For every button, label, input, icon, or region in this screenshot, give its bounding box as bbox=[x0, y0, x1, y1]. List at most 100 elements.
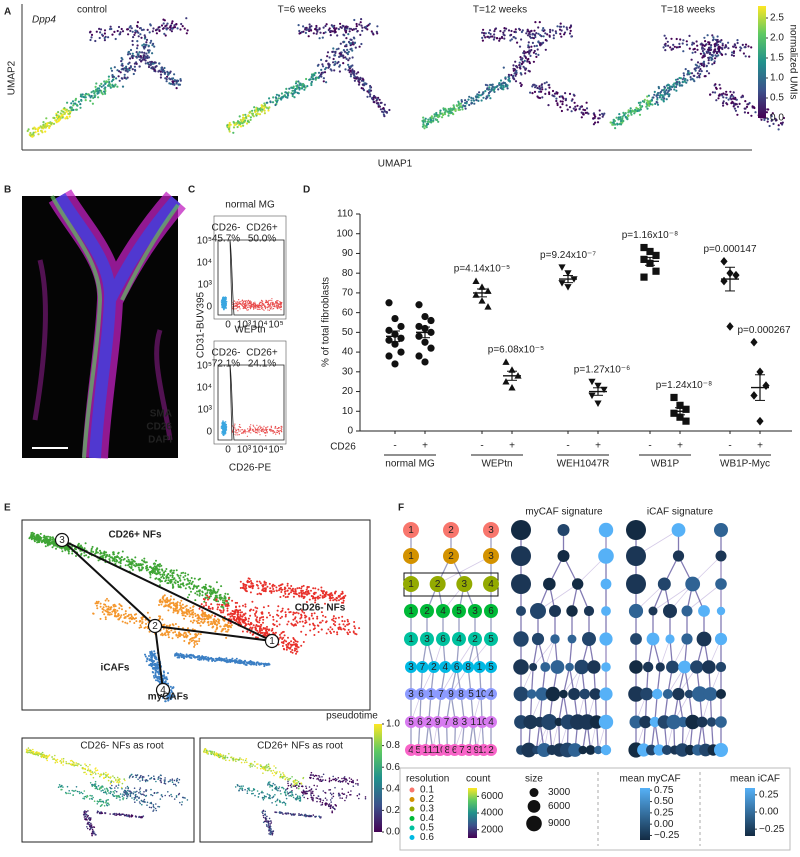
cell-dot bbox=[250, 622, 252, 624]
cell-dot bbox=[317, 625, 319, 627]
cell-dot bbox=[103, 91, 105, 93]
cell-dot bbox=[567, 109, 569, 111]
cell-dot bbox=[313, 628, 315, 630]
cell-dot bbox=[194, 578, 196, 580]
cell-dot bbox=[145, 44, 147, 46]
cell-dot bbox=[277, 610, 279, 612]
cell-dot bbox=[351, 69, 353, 71]
cell-dot bbox=[674, 86, 676, 88]
cell-dot bbox=[303, 86, 305, 88]
event-dot bbox=[240, 431, 241, 432]
cell-dot bbox=[539, 21, 541, 23]
cell-dot bbox=[276, 620, 278, 622]
cell-dot bbox=[40, 125, 42, 127]
cell-dot bbox=[112, 79, 114, 81]
cell-dot bbox=[334, 51, 336, 53]
cell-dot bbox=[706, 65, 708, 67]
cell-dot bbox=[444, 111, 446, 113]
cell-dot bbox=[322, 37, 324, 39]
cell-dot bbox=[616, 117, 618, 119]
cell-dot bbox=[560, 26, 562, 28]
event-dot bbox=[224, 299, 226, 301]
cell-dot bbox=[172, 576, 174, 578]
cell-dot bbox=[594, 122, 596, 124]
cell-dot bbox=[529, 70, 531, 72]
cell-dot bbox=[282, 637, 284, 639]
cell-dot bbox=[184, 579, 186, 581]
cell-dot bbox=[164, 77, 166, 79]
cell-dot bbox=[317, 65, 319, 67]
cell-dot bbox=[71, 107, 73, 109]
cell-dot bbox=[132, 31, 134, 33]
cell-dot bbox=[599, 117, 601, 119]
cell-dot bbox=[166, 582, 168, 584]
cell-dot bbox=[233, 126, 235, 128]
cell-dot bbox=[288, 611, 290, 613]
cell-dot bbox=[227, 593, 229, 595]
cell-dot bbox=[627, 111, 629, 113]
cell-dot bbox=[430, 119, 432, 121]
cell-dot bbox=[747, 45, 749, 47]
cell-dot bbox=[531, 33, 533, 35]
cell-dot bbox=[481, 32, 483, 34]
cell-dot bbox=[334, 598, 336, 600]
cell-dot bbox=[625, 116, 627, 118]
cell-dot bbox=[301, 586, 303, 588]
cell-dot bbox=[199, 608, 201, 610]
cell-dot bbox=[172, 583, 174, 585]
cell-dot bbox=[298, 24, 300, 26]
cell-dot bbox=[272, 586, 274, 588]
cell-dot bbox=[263, 627, 265, 629]
cell-dot bbox=[508, 75, 510, 77]
cell-dot bbox=[781, 123, 783, 125]
cell-dot bbox=[335, 27, 337, 29]
cell-dot bbox=[177, 581, 179, 583]
cell-dot bbox=[290, 585, 292, 587]
event-dot bbox=[262, 307, 263, 308]
cell-dot bbox=[433, 113, 435, 115]
cell-dot bbox=[427, 123, 429, 125]
cell-dot bbox=[496, 37, 498, 39]
cell-dot bbox=[152, 27, 154, 29]
event-dot bbox=[244, 304, 245, 305]
event-dot bbox=[281, 426, 282, 427]
cell-dot bbox=[120, 559, 122, 561]
cell-dot bbox=[316, 618, 318, 620]
cell-dot bbox=[127, 53, 129, 55]
cell-dot bbox=[167, 74, 169, 76]
cell-dot bbox=[302, 83, 304, 85]
cell-dot bbox=[488, 86, 490, 88]
cell-dot bbox=[439, 110, 441, 112]
cell-dot bbox=[445, 109, 447, 111]
cell-dot bbox=[345, 44, 347, 46]
cell-dot bbox=[560, 100, 562, 102]
cell-dot bbox=[268, 97, 270, 99]
cell-dot bbox=[130, 65, 132, 67]
cell-dot bbox=[148, 66, 150, 68]
cell-dot bbox=[712, 91, 714, 93]
cell-dot bbox=[353, 19, 355, 21]
cell-dot bbox=[94, 90, 96, 92]
cell-dot bbox=[355, 47, 357, 49]
cell-dot bbox=[243, 586, 245, 588]
cell-dot bbox=[185, 17, 187, 19]
cell-dot bbox=[489, 29, 491, 31]
cell-dot bbox=[316, 29, 318, 31]
y-tick-label: 10³ bbox=[198, 280, 213, 291]
cell-dot bbox=[320, 73, 322, 75]
cell-dot bbox=[326, 620, 328, 622]
cell-dot bbox=[148, 51, 150, 53]
cell-dot bbox=[338, 28, 340, 30]
cell-dot bbox=[342, 55, 344, 57]
cell-dot bbox=[574, 109, 576, 111]
cell-dot bbox=[43, 535, 45, 537]
cell-dot bbox=[661, 98, 663, 100]
cell-dot bbox=[319, 37, 321, 39]
cell-dot bbox=[201, 603, 203, 605]
cell-dot bbox=[541, 29, 543, 31]
event-dot bbox=[259, 429, 260, 430]
cell-dot bbox=[256, 630, 258, 632]
cell-dot bbox=[228, 126, 230, 128]
cell-dot bbox=[247, 581, 249, 583]
cell-dot bbox=[198, 590, 200, 592]
